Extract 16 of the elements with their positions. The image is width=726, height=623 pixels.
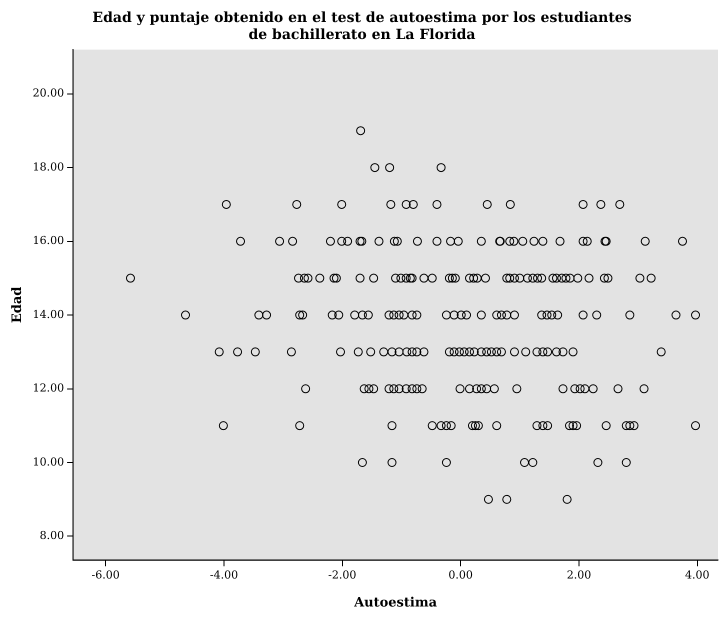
- chart-title: Edad y puntaje obtenido en el test de autoestima por los estudiantes de bachillerato en La Florida: [92, 10, 632, 43]
- y-tick-label: 20.00: [32, 86, 64, 100]
- x-tick-label: 4.00: [685, 568, 710, 582]
- x-axis-title: Autoestima: [353, 596, 438, 611]
- y-tick-label: 10.00: [32, 455, 64, 468]
- y-axis-title: Edad: [10, 286, 26, 324]
- x-tick-label: 0.00: [448, 568, 473, 582]
- y-tick-label: 12.00: [32, 382, 64, 395]
- y-tick-label: 8.00: [40, 529, 64, 542]
- y-tick-label: 18.00: [32, 160, 64, 174]
- x-tick-label: 2.00: [566, 568, 592, 582]
- x-tick-label: -2.00: [328, 568, 356, 582]
- y-tick-label: 16.00: [32, 234, 64, 248]
- y-tick-label: 14.00: [32, 308, 64, 321]
- x-tick-label: -4.00: [210, 568, 238, 582]
- x-tick-label: -6.00: [92, 568, 120, 582]
